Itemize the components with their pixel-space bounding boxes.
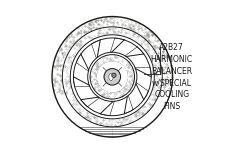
Text: COOLING: COOLING bbox=[154, 90, 189, 99]
Text: A2B27: A2B27 bbox=[160, 43, 184, 52]
Text: BALANCER: BALANCER bbox=[151, 67, 192, 76]
Circle shape bbox=[104, 69, 120, 85]
Circle shape bbox=[70, 35, 154, 119]
Circle shape bbox=[63, 27, 162, 126]
Ellipse shape bbox=[109, 73, 113, 80]
Text: FINS: FINS bbox=[163, 102, 180, 111]
Text: w/SPECIAL: w/SPECIAL bbox=[152, 78, 192, 87]
Text: HARMONIC: HARMONIC bbox=[151, 55, 193, 64]
Circle shape bbox=[112, 73, 116, 77]
Circle shape bbox=[98, 62, 127, 92]
Circle shape bbox=[52, 16, 172, 137]
Circle shape bbox=[88, 52, 137, 101]
